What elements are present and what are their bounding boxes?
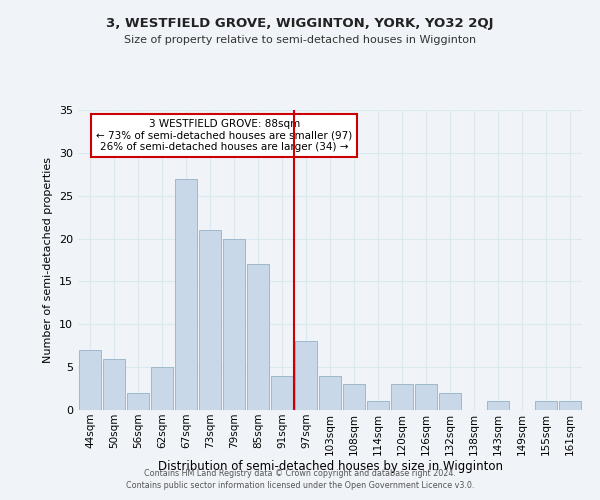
Text: 3 WESTFIELD GROVE: 88sqm
← 73% of semi-detached houses are smaller (97)
26% of s: 3 WESTFIELD GROVE: 88sqm ← 73% of semi-d… xyxy=(96,119,352,152)
Bar xyxy=(487,402,509,410)
Bar xyxy=(343,384,365,410)
Bar xyxy=(103,358,125,410)
Bar xyxy=(223,238,245,410)
Bar xyxy=(535,402,557,410)
Bar xyxy=(247,264,269,410)
Bar xyxy=(199,230,221,410)
Text: Contains HM Land Registry data © Crown copyright and database right 2024.: Contains HM Land Registry data © Crown c… xyxy=(144,468,456,477)
Bar xyxy=(559,402,581,410)
Bar xyxy=(175,178,197,410)
Bar xyxy=(367,402,389,410)
Bar xyxy=(127,393,149,410)
Bar xyxy=(295,342,317,410)
Bar xyxy=(79,350,101,410)
Y-axis label: Number of semi-detached properties: Number of semi-detached properties xyxy=(43,157,53,363)
Bar xyxy=(319,376,341,410)
Text: Size of property relative to semi-detached houses in Wigginton: Size of property relative to semi-detach… xyxy=(124,35,476,45)
Bar xyxy=(271,376,293,410)
Bar xyxy=(415,384,437,410)
Bar xyxy=(391,384,413,410)
Text: 3, WESTFIELD GROVE, WIGGINTON, YORK, YO32 2QJ: 3, WESTFIELD GROVE, WIGGINTON, YORK, YO3… xyxy=(106,18,494,30)
Bar xyxy=(151,367,173,410)
Text: Contains public sector information licensed under the Open Government Licence v3: Contains public sector information licen… xyxy=(126,481,474,490)
Bar xyxy=(439,393,461,410)
X-axis label: Distribution of semi-detached houses by size in Wigginton: Distribution of semi-detached houses by … xyxy=(157,460,503,473)
